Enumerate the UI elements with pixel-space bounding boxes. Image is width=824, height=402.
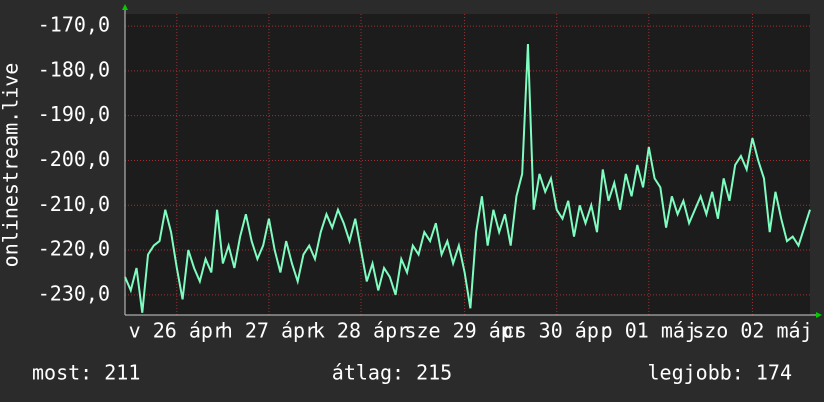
x-tick-label: szo 02 máj xyxy=(692,319,812,343)
data-line xyxy=(124,43,811,313)
y-tick-label: -230,0 xyxy=(38,281,110,305)
x-tick-label: h 27 ápr xyxy=(221,319,317,343)
plot-area xyxy=(125,14,810,315)
axis-arrow xyxy=(816,312,822,318)
plot: -230,0 -220,0 -210,0 -200,0 -190,0 -180,0 -170… xyxy=(38,4,822,343)
y-tick-label: -210,0 xyxy=(38,192,110,216)
x-tick-label: p 01 máj xyxy=(601,319,697,343)
footer-text: most: 211 xyxy=(32,361,140,385)
x-tick-label: cs 30 ápr xyxy=(503,319,611,343)
y-tick-label: -190,0 xyxy=(38,102,110,126)
y-tick-label: -180,0 xyxy=(38,57,110,81)
x-tick-label: k 28 ápr xyxy=(313,319,409,343)
y-tick-label: -170,0 xyxy=(38,13,110,37)
x-tick-label: v 26 ápr xyxy=(129,319,225,343)
y-axis-label: onlinestream.live xyxy=(0,63,23,268)
y-tick-label: -200,0 xyxy=(38,147,110,171)
x-tick-label: sze 29 ápr xyxy=(404,319,524,343)
footer-text: átlag: 215 xyxy=(332,361,452,385)
axis-arrow xyxy=(122,4,128,10)
y-tick-label: -220,0 xyxy=(38,237,110,261)
footer-text: legjobb: 174 xyxy=(648,361,793,385)
